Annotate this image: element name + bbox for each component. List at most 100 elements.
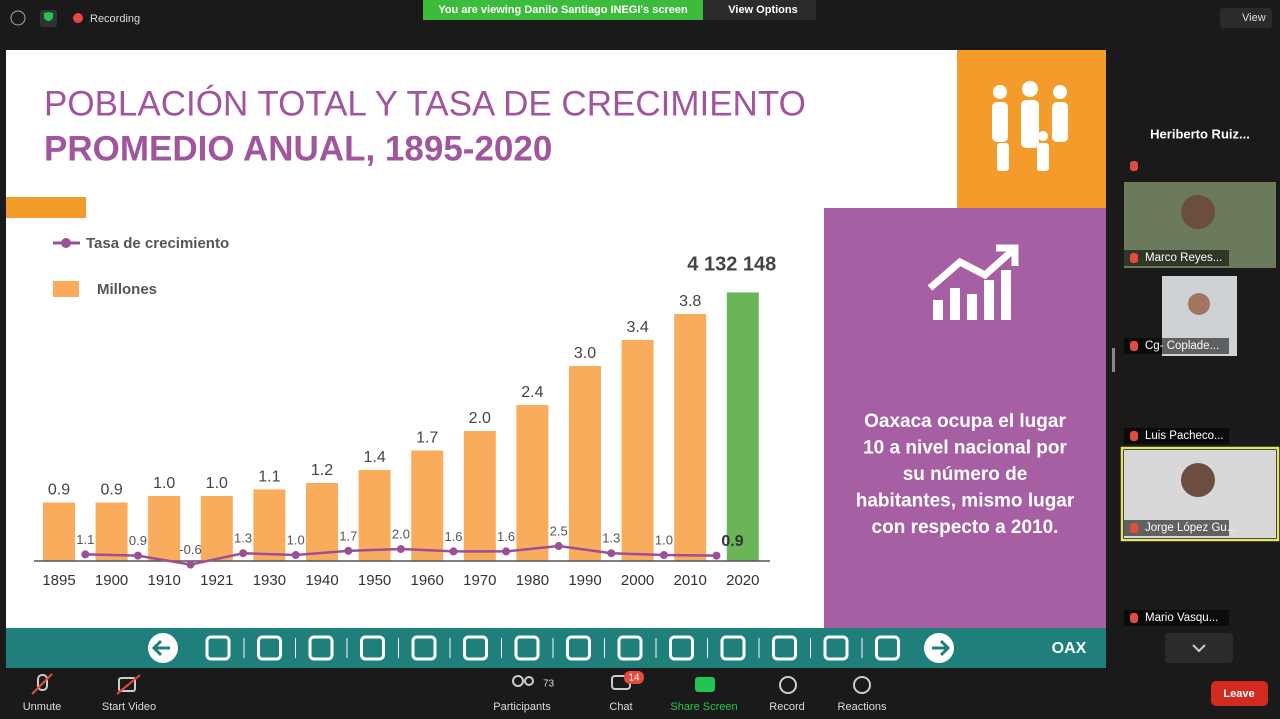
bar-value-label: 0.9 [100, 482, 122, 499]
bar-value-label: 1.2 [311, 462, 333, 479]
muted-icon [1130, 431, 1138, 441]
participants-button[interactable]: Participants [493, 701, 551, 713]
chat-badge-count: 14 [628, 673, 640, 684]
nav-icon[interactable] [411, 635, 437, 661]
rate-point [554, 542, 563, 551]
panel-text: Oaxaca ocupa el lugar [864, 411, 1066, 432]
bar [148, 496, 181, 561]
name-bg [1124, 428, 1229, 444]
bar [306, 483, 338, 561]
nav-icon[interactable] [772, 635, 797, 661]
x-tick-label: 1980 [516, 572, 549, 589]
rate-value-label: -0.6 [179, 542, 201, 557]
participant-name: Heriberto Ruiz... [1150, 126, 1250, 141]
legend-label: Millones [97, 281, 157, 298]
nav-icon[interactable] [308, 635, 334, 661]
legend-dot [61, 238, 71, 248]
rate-value-label: 1.1 [76, 532, 94, 547]
info-icon[interactable] [10, 10, 26, 26]
bar [621, 340, 654, 561]
chevron [1192, 644, 1206, 653]
bar-value-label: 1.4 [363, 449, 385, 466]
nav-icon[interactable] [720, 635, 746, 661]
nav-icon[interactable] [463, 635, 488, 661]
bar-value-label: 3.0 [574, 345, 596, 362]
reactions-button[interactable]: Reactions [838, 701, 887, 713]
slide-footer [6, 628, 1106, 668]
rate-point [239, 549, 248, 558]
participant-count: 73 [543, 679, 555, 690]
nav-icon[interactable] [566, 635, 591, 661]
bar [253, 489, 286, 561]
legend-swatch [53, 281, 79, 297]
panel-resizer[interactable] [1112, 348, 1115, 372]
rate-value-label: 1.7 [339, 528, 357, 543]
view-button[interactable] [1220, 8, 1272, 28]
rate-point [659, 551, 668, 560]
bar-value-label: 2.4 [521, 384, 543, 401]
record-button[interactable]: Record [769, 701, 804, 713]
prev-arrow [151, 639, 170, 657]
x-tick-label: 2010 [674, 572, 707, 589]
rate-value-label: 2.5 [550, 523, 568, 538]
rate-point [396, 545, 405, 554]
chat-button[interactable]: Chat [609, 701, 632, 713]
nav-icon[interactable] [669, 635, 694, 661]
bar-value-label: 4 132 148 [687, 254, 776, 276]
participant-name: Luis Pacheco... [1145, 430, 1224, 442]
nav-icon[interactable] [514, 635, 540, 661]
view-options-button[interactable] [703, 0, 816, 20]
active-speaker-border [1120, 446, 1280, 542]
rate-point [449, 547, 458, 556]
growth-icon [927, 244, 1019, 291]
recording-dot [73, 13, 83, 23]
participant-name: Jorge López Gu... [1145, 522, 1236, 534]
rate-point [607, 549, 616, 558]
slide-title-line2: PROMEDIO ANUAL, 1895-2020 [44, 129, 552, 168]
nav-icon[interactable] [823, 635, 849, 661]
bar-value-label: 1.0 [206, 475, 228, 492]
slide-title-line1: POBLACIÓN TOTAL Y TASA DE CRECIMIENTO [44, 84, 806, 123]
nav-icon[interactable] [360, 635, 385, 661]
legend-label: Tasa de crecimiento [86, 235, 229, 252]
x-tick-label: 1895 [42, 572, 75, 589]
bar [95, 502, 128, 561]
rate-value-label: 1.6 [444, 529, 462, 544]
share-screen-button[interactable]: Share Screen [670, 701, 737, 713]
nav-icon[interactable] [617, 635, 643, 661]
scroll-down-button[interactable] [1165, 633, 1233, 663]
shield-glyph [44, 12, 53, 21]
rate-value-label: 1.3 [602, 531, 620, 546]
participant-name: Marco Reyes... [1145, 252, 1222, 264]
muted-icon [1130, 253, 1138, 263]
rate-value-label: 1.0 [655, 532, 673, 547]
panel-text: con respecto a 2010. [872, 517, 1059, 538]
participant-name: Mario Vasqu... [1145, 612, 1218, 624]
family-icon [992, 81, 1068, 171]
x-tick-label: 1940 [305, 572, 338, 589]
bar-value-label: 1.7 [416, 430, 438, 447]
bar [726, 292, 759, 561]
rate-value-label: 0.9 [129, 533, 147, 548]
muted-icon [1130, 613, 1138, 623]
start-video-button[interactable]: Start Video [102, 701, 156, 713]
nav-icon[interactable] [875, 635, 900, 661]
bar [43, 502, 75, 561]
x-tick-label: 1970 [463, 572, 496, 589]
rate-value-label: 0.9 [721, 533, 743, 550]
rate-point [344, 546, 353, 555]
bar [200, 496, 233, 561]
state-badge: OAX [1052, 640, 1087, 657]
share-banner-text: You are viewing Danilo Santiago INEGI's … [438, 4, 688, 16]
nav-icon[interactable] [257, 635, 282, 661]
participant-name: Cg- Coplade... [1145, 340, 1219, 352]
leave-button[interactable] [1211, 681, 1268, 706]
x-tick-label: 1910 [148, 572, 181, 589]
panel-text: habitantes, mismo lugar [856, 491, 1075, 512]
unmute-button[interactable]: Unmute [23, 701, 62, 713]
rate-point [291, 551, 300, 560]
nav-icon[interactable] [205, 635, 231, 661]
bar-value-label: 3.4 [626, 319, 648, 336]
rate-value-label: 2.0 [392, 526, 410, 541]
